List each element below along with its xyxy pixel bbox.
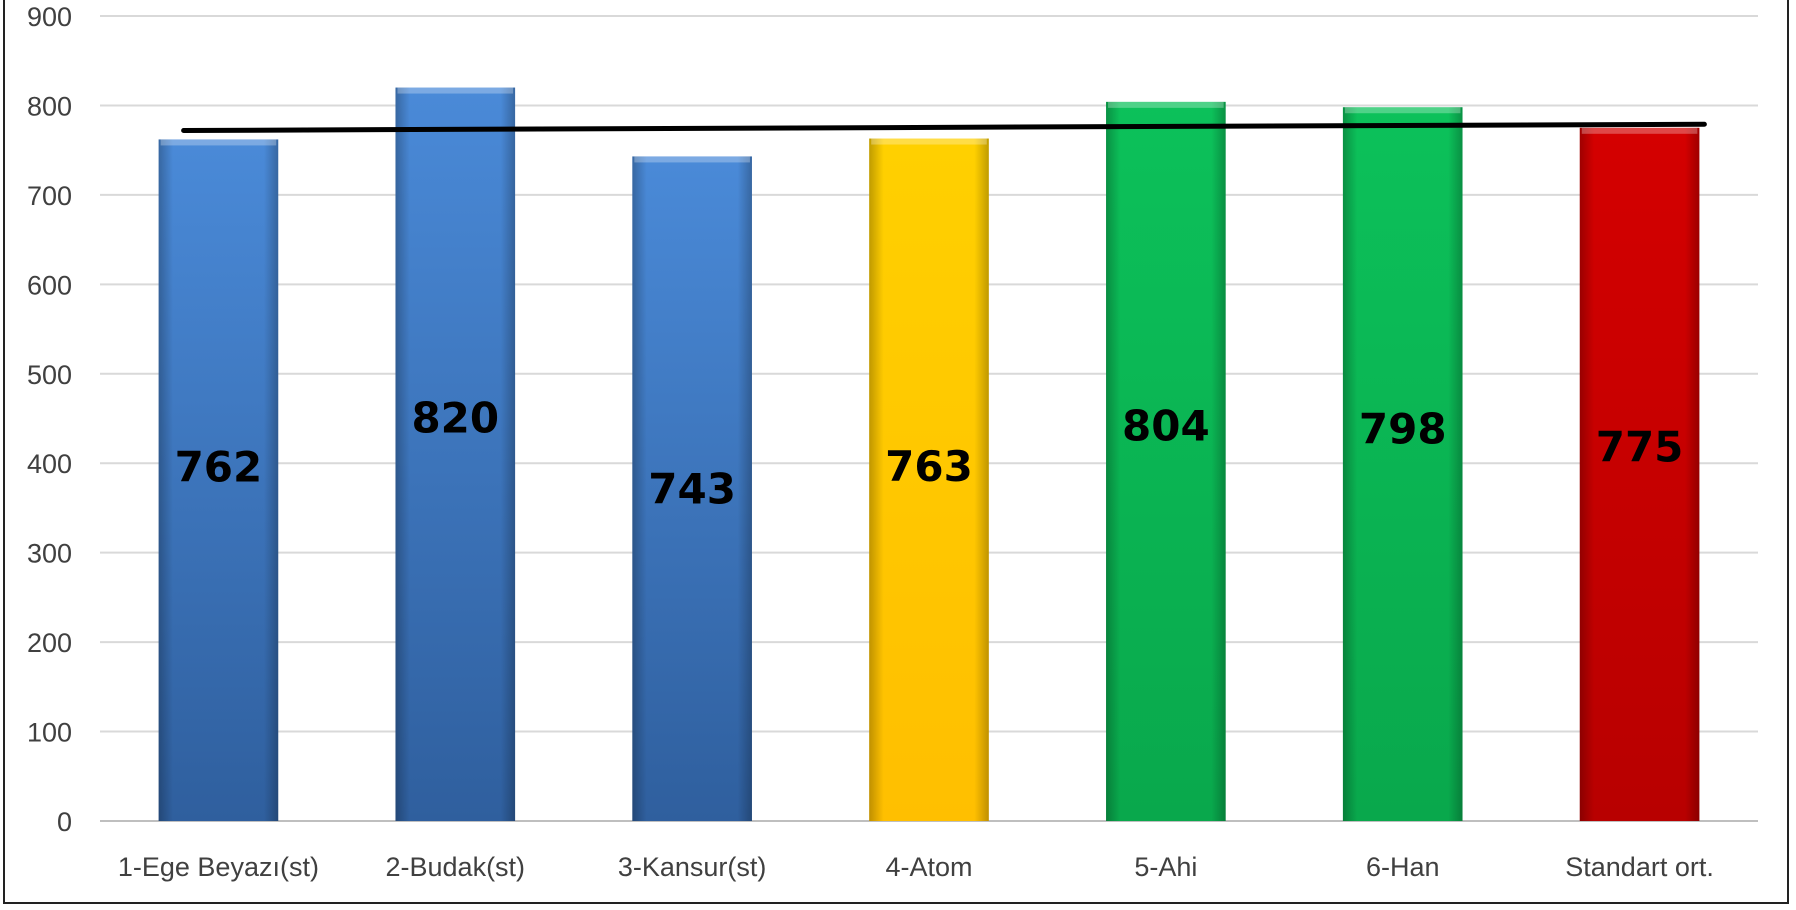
- y-tick-label: 500: [27, 360, 72, 390]
- y-tick-label: 200: [27, 628, 72, 658]
- data-label: 804: [1122, 401, 1210, 450]
- x-category-label: 4-Atom: [885, 852, 972, 882]
- bar-highlight: [1344, 107, 1461, 114]
- x-category-label: 5-Ahi: [1134, 852, 1197, 882]
- y-tick-label: 700: [27, 181, 72, 211]
- data-label: 743: [648, 465, 736, 514]
- data-label: 775: [1596, 423, 1684, 472]
- bar-shading: [1342, 107, 1463, 821]
- y-tick-label: 0: [57, 807, 72, 837]
- data-label: 798: [1359, 404, 1447, 453]
- bar-highlight: [1581, 127, 1698, 134]
- x-category-label: 1-Ege Beyazı(st): [118, 852, 319, 882]
- bars: [158, 87, 1700, 822]
- x-category-label: 2-Budak(st): [386, 852, 526, 882]
- bar-shading: [632, 156, 752, 821]
- y-tick-label: 800: [27, 91, 72, 121]
- bar-shading: [1106, 101, 1226, 821]
- data-label: 763: [885, 442, 973, 491]
- bar-highlight: [397, 87, 514, 94]
- bar-highlight: [871, 138, 987, 145]
- y-tick-label: 400: [27, 449, 72, 479]
- data-label: 820: [411, 394, 499, 443]
- x-category-label: 3-Kansur(st): [618, 852, 767, 882]
- y-tick-label: 600: [27, 270, 72, 300]
- bar-shading: [158, 139, 279, 821]
- data-labels: 762 820 743 763 804 798 775: [175, 394, 1684, 514]
- bar-shading: [1579, 127, 1700, 822]
- y-tick-label: 100: [27, 718, 72, 748]
- bar-highlight: [160, 139, 277, 146]
- data-label: 762: [175, 443, 263, 492]
- x-category-label: Standart ort.: [1565, 852, 1714, 882]
- bar-highlight: [634, 156, 750, 163]
- trendline: [181, 121, 1707, 133]
- bar-shading: [869, 138, 989, 822]
- trendline-line: [181, 121, 1707, 133]
- y-axis-ticks: 0 100 200 300 400 500 600 700 800 900: [27, 2, 72, 837]
- bar-shading: [395, 87, 516, 822]
- x-category-label: 6-Han: [1366, 852, 1440, 882]
- x-axis-categories: 1-Ege Beyazı(st) 2-Budak(st) 3-Kansur(st) 4…: [118, 852, 1714, 882]
- y-tick-label: 300: [27, 539, 72, 569]
- y-tick-label: 900: [27, 2, 72, 32]
- bar-highlight: [1108, 101, 1224, 108]
